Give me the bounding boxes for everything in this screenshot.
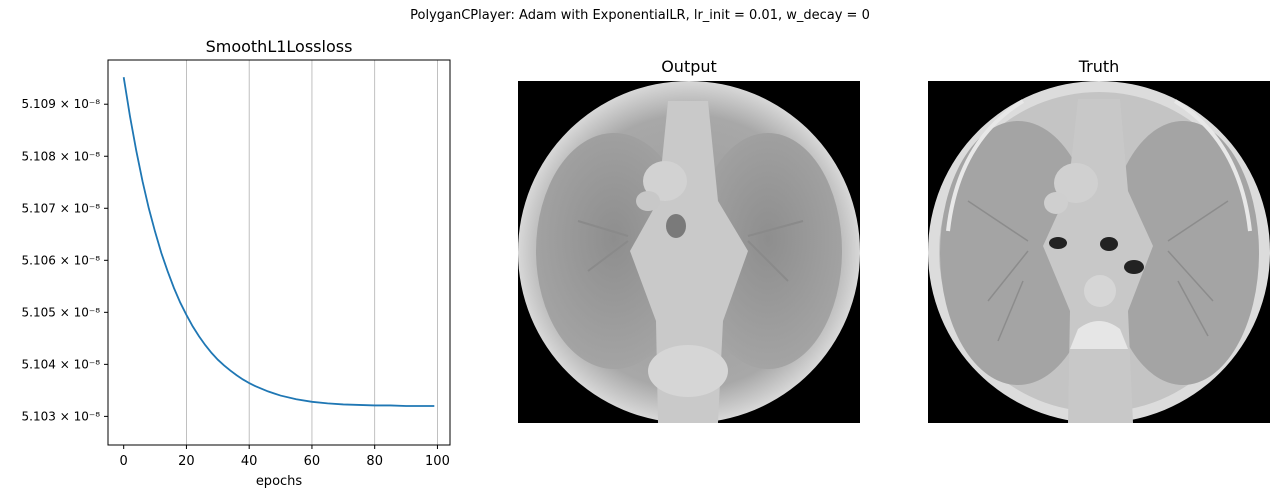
chart-title: SmoothL1Lossloss: [206, 37, 353, 56]
output-image-title: Output: [661, 57, 717, 76]
loss-line: [122, 77, 435, 407]
chart-grid: [186, 60, 438, 445]
truth-image: [928, 81, 1270, 423]
y-tick-label: 5.105 × 10⁻⁸: [22, 305, 101, 319]
x-tick-label: 40: [241, 454, 258, 469]
y-tick-label: 5.103 × 10⁻⁸: [22, 409, 101, 423]
y-tick-label: 5.107 × 10⁻⁸: [22, 201, 101, 215]
x-tick-label: 60: [304, 454, 321, 469]
chart-x-axis-label: epochs: [256, 474, 303, 489]
figure-suptitle: PolyganCPlayer: Adam with ExponentialLR,…: [410, 8, 870, 23]
x-tick-label: 80: [366, 454, 383, 469]
x-tick-label: 100: [425, 454, 450, 469]
chart-ticks: 0 20 40 60 80 100 5.103 × 10⁻⁸ 5.104 × 10⁻⁸ 5.10…: [22, 97, 450, 469]
y-tick-label: 5.106 × 10⁻⁸: [22, 253, 101, 267]
truth-image-title: Truth: [1078, 57, 1120, 76]
x-tick-label: 20: [178, 454, 195, 469]
chart-series: [122, 77, 435, 407]
y-tick-label: 5.109 × 10⁻⁸: [22, 97, 101, 111]
chart-axes-frame: [107, 59, 451, 446]
output-image: [518, 81, 860, 423]
y-tick-label: 5.104 × 10⁻⁸: [22, 357, 101, 371]
x-tick-label: 0: [120, 454, 128, 469]
y-tick-label: 5.108 × 10⁻⁸: [22, 149, 101, 163]
